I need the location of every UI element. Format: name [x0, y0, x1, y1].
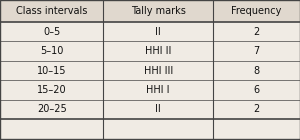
Bar [0, 80, 103, 100]
Bar [103, 100, 213, 119]
Bar [0, 0, 103, 22]
Text: 2: 2 [254, 104, 260, 114]
Text: 7: 7 [254, 46, 260, 56]
Text: 10–15: 10–15 [37, 66, 67, 75]
Text: Class intervals: Class intervals [16, 6, 87, 16]
Bar [213, 61, 300, 80]
Text: HHl II: HHl II [145, 46, 171, 56]
Bar [213, 22, 300, 41]
Text: 20–25: 20–25 [37, 104, 67, 114]
Text: 15–20: 15–20 [37, 85, 67, 95]
Bar [103, 119, 213, 139]
Bar [213, 80, 300, 100]
Bar [213, 100, 300, 119]
Text: II: II [155, 27, 161, 37]
Bar [103, 61, 213, 80]
Bar [0, 41, 103, 61]
Bar [0, 119, 103, 139]
Text: 2: 2 [254, 27, 260, 37]
Bar [0, 22, 103, 41]
Text: 5–10: 5–10 [40, 46, 63, 56]
Bar [213, 119, 300, 139]
Text: Tally marks: Tally marks [131, 6, 186, 16]
Bar [213, 0, 300, 22]
Text: II: II [155, 104, 161, 114]
Text: HHl I: HHl I [146, 85, 170, 95]
Bar [103, 0, 213, 22]
Text: Frequency: Frequency [231, 6, 282, 16]
Text: 0–5: 0–5 [43, 27, 60, 37]
Bar [103, 22, 213, 41]
Bar [213, 41, 300, 61]
Text: 8: 8 [254, 66, 260, 75]
Text: 6: 6 [254, 85, 260, 95]
Text: HHl III: HHl III [144, 66, 173, 75]
Bar [103, 80, 213, 100]
Bar [103, 41, 213, 61]
Bar [0, 61, 103, 80]
Bar [0, 100, 103, 119]
